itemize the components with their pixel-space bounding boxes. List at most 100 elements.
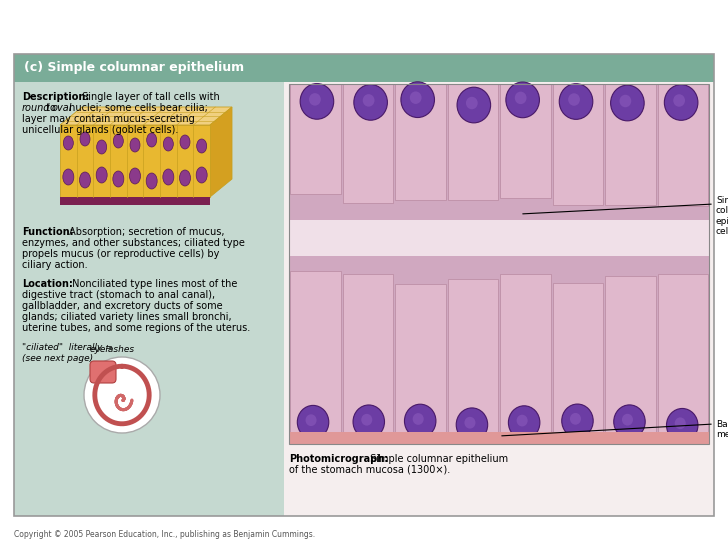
Text: eyelashes: eyelashes (90, 345, 135, 354)
Ellipse shape (130, 168, 141, 184)
Text: (c) Simple columnar epithelium: (c) Simple columnar epithelium (24, 62, 244, 74)
Ellipse shape (163, 169, 174, 185)
Text: ciliary action.: ciliary action. (22, 260, 87, 270)
Text: uterine tubes, and some regions of the uterus.: uterine tubes, and some regions of the u… (22, 323, 250, 333)
Polygon shape (657, 275, 708, 444)
Polygon shape (605, 276, 655, 444)
Text: Copyright © 2005 Pearson Education, Inc., publishing as Benjamin Cummings.: Copyright © 2005 Pearson Education, Inc.… (14, 530, 315, 539)
Ellipse shape (63, 169, 74, 185)
Ellipse shape (413, 413, 424, 425)
Ellipse shape (163, 137, 173, 151)
Polygon shape (289, 84, 709, 444)
Circle shape (84, 357, 160, 433)
Ellipse shape (570, 413, 581, 425)
Polygon shape (60, 107, 232, 125)
Text: propels mucus (or reproductive cells) by: propels mucus (or reproductive cells) by (22, 249, 219, 259)
Polygon shape (342, 274, 393, 444)
Ellipse shape (180, 170, 191, 186)
Ellipse shape (401, 82, 435, 117)
FancyBboxPatch shape (90, 361, 116, 383)
Ellipse shape (197, 139, 207, 153)
Text: nuclei; some cells bear cilia;: nuclei; some cells bear cilia; (66, 103, 208, 113)
Polygon shape (553, 283, 603, 444)
Ellipse shape (611, 85, 644, 121)
Ellipse shape (113, 171, 124, 187)
Ellipse shape (666, 408, 698, 442)
Text: digestive tract (stomach to anal canal),: digestive tract (stomach to anal canal), (22, 290, 215, 300)
Ellipse shape (559, 84, 593, 120)
Ellipse shape (80, 132, 90, 146)
Ellipse shape (457, 87, 491, 123)
Polygon shape (210, 107, 232, 197)
Text: unicellular glands (goblet cells).: unicellular glands (goblet cells). (22, 125, 178, 135)
Text: "ciliated"  literally =: "ciliated" literally = (22, 343, 113, 352)
Polygon shape (448, 84, 498, 200)
Ellipse shape (673, 94, 685, 106)
Polygon shape (500, 84, 550, 198)
Ellipse shape (508, 406, 540, 440)
Text: Function:: Function: (22, 227, 74, 237)
Ellipse shape (180, 135, 190, 149)
Text: Simple columnar epithelium: Simple columnar epithelium (367, 454, 508, 464)
Ellipse shape (146, 133, 157, 147)
Ellipse shape (300, 84, 333, 119)
Polygon shape (289, 220, 709, 256)
Text: gallbladder, and excretory ducts of some: gallbladder, and excretory ducts of some (22, 301, 223, 311)
Polygon shape (553, 84, 603, 205)
Text: of the stomach mucosa (1300×).: of the stomach mucosa (1300×). (289, 465, 450, 475)
Text: Basement
membrane: Basement membrane (716, 420, 728, 440)
Text: Absorption; secretion of mucus,: Absorption; secretion of mucus, (66, 227, 224, 237)
Text: layer may contain mucus-secreting: layer may contain mucus-secreting (22, 114, 195, 124)
Ellipse shape (464, 417, 475, 429)
Polygon shape (284, 82, 714, 516)
Ellipse shape (675, 417, 686, 429)
Ellipse shape (309, 93, 321, 105)
Text: Description:: Description: (22, 92, 90, 102)
Ellipse shape (130, 138, 140, 152)
Polygon shape (290, 271, 341, 444)
Ellipse shape (361, 414, 372, 426)
Ellipse shape (562, 404, 593, 438)
Ellipse shape (405, 404, 436, 438)
Text: Photomicrograph:: Photomicrograph: (289, 454, 388, 464)
Text: Simple
columnar
epithelial
cell: Simple columnar epithelial cell (716, 196, 728, 236)
Polygon shape (448, 279, 498, 444)
Text: (see next page): (see next page) (22, 354, 93, 363)
Ellipse shape (96, 167, 107, 183)
Polygon shape (289, 432, 709, 444)
Polygon shape (657, 84, 708, 206)
Ellipse shape (146, 173, 157, 189)
Ellipse shape (63, 136, 74, 150)
Polygon shape (14, 82, 284, 516)
Ellipse shape (353, 405, 384, 438)
Polygon shape (14, 54, 714, 82)
Polygon shape (290, 84, 341, 194)
Polygon shape (500, 274, 550, 444)
Ellipse shape (622, 414, 633, 425)
Text: glands; ciliated variety lines small bronchi,: glands; ciliated variety lines small bro… (22, 312, 232, 322)
Text: to: to (43, 103, 59, 113)
Ellipse shape (456, 408, 488, 442)
Ellipse shape (97, 140, 107, 154)
Polygon shape (289, 256, 709, 444)
Ellipse shape (517, 415, 528, 426)
Ellipse shape (568, 93, 580, 106)
Polygon shape (60, 197, 210, 205)
Ellipse shape (114, 134, 123, 148)
Ellipse shape (506, 82, 539, 118)
Text: round: round (22, 103, 50, 113)
Text: Nonciliated type lines most of the: Nonciliated type lines most of the (69, 279, 237, 289)
Polygon shape (605, 84, 655, 205)
Ellipse shape (79, 172, 90, 188)
Polygon shape (342, 84, 393, 203)
Ellipse shape (466, 97, 478, 109)
Ellipse shape (306, 414, 317, 426)
Ellipse shape (196, 167, 207, 183)
Ellipse shape (297, 405, 329, 439)
Ellipse shape (620, 95, 631, 107)
Ellipse shape (363, 94, 374, 106)
Ellipse shape (614, 405, 645, 438)
Ellipse shape (354, 85, 387, 120)
Polygon shape (60, 125, 210, 197)
Text: Location:: Location: (22, 279, 73, 289)
